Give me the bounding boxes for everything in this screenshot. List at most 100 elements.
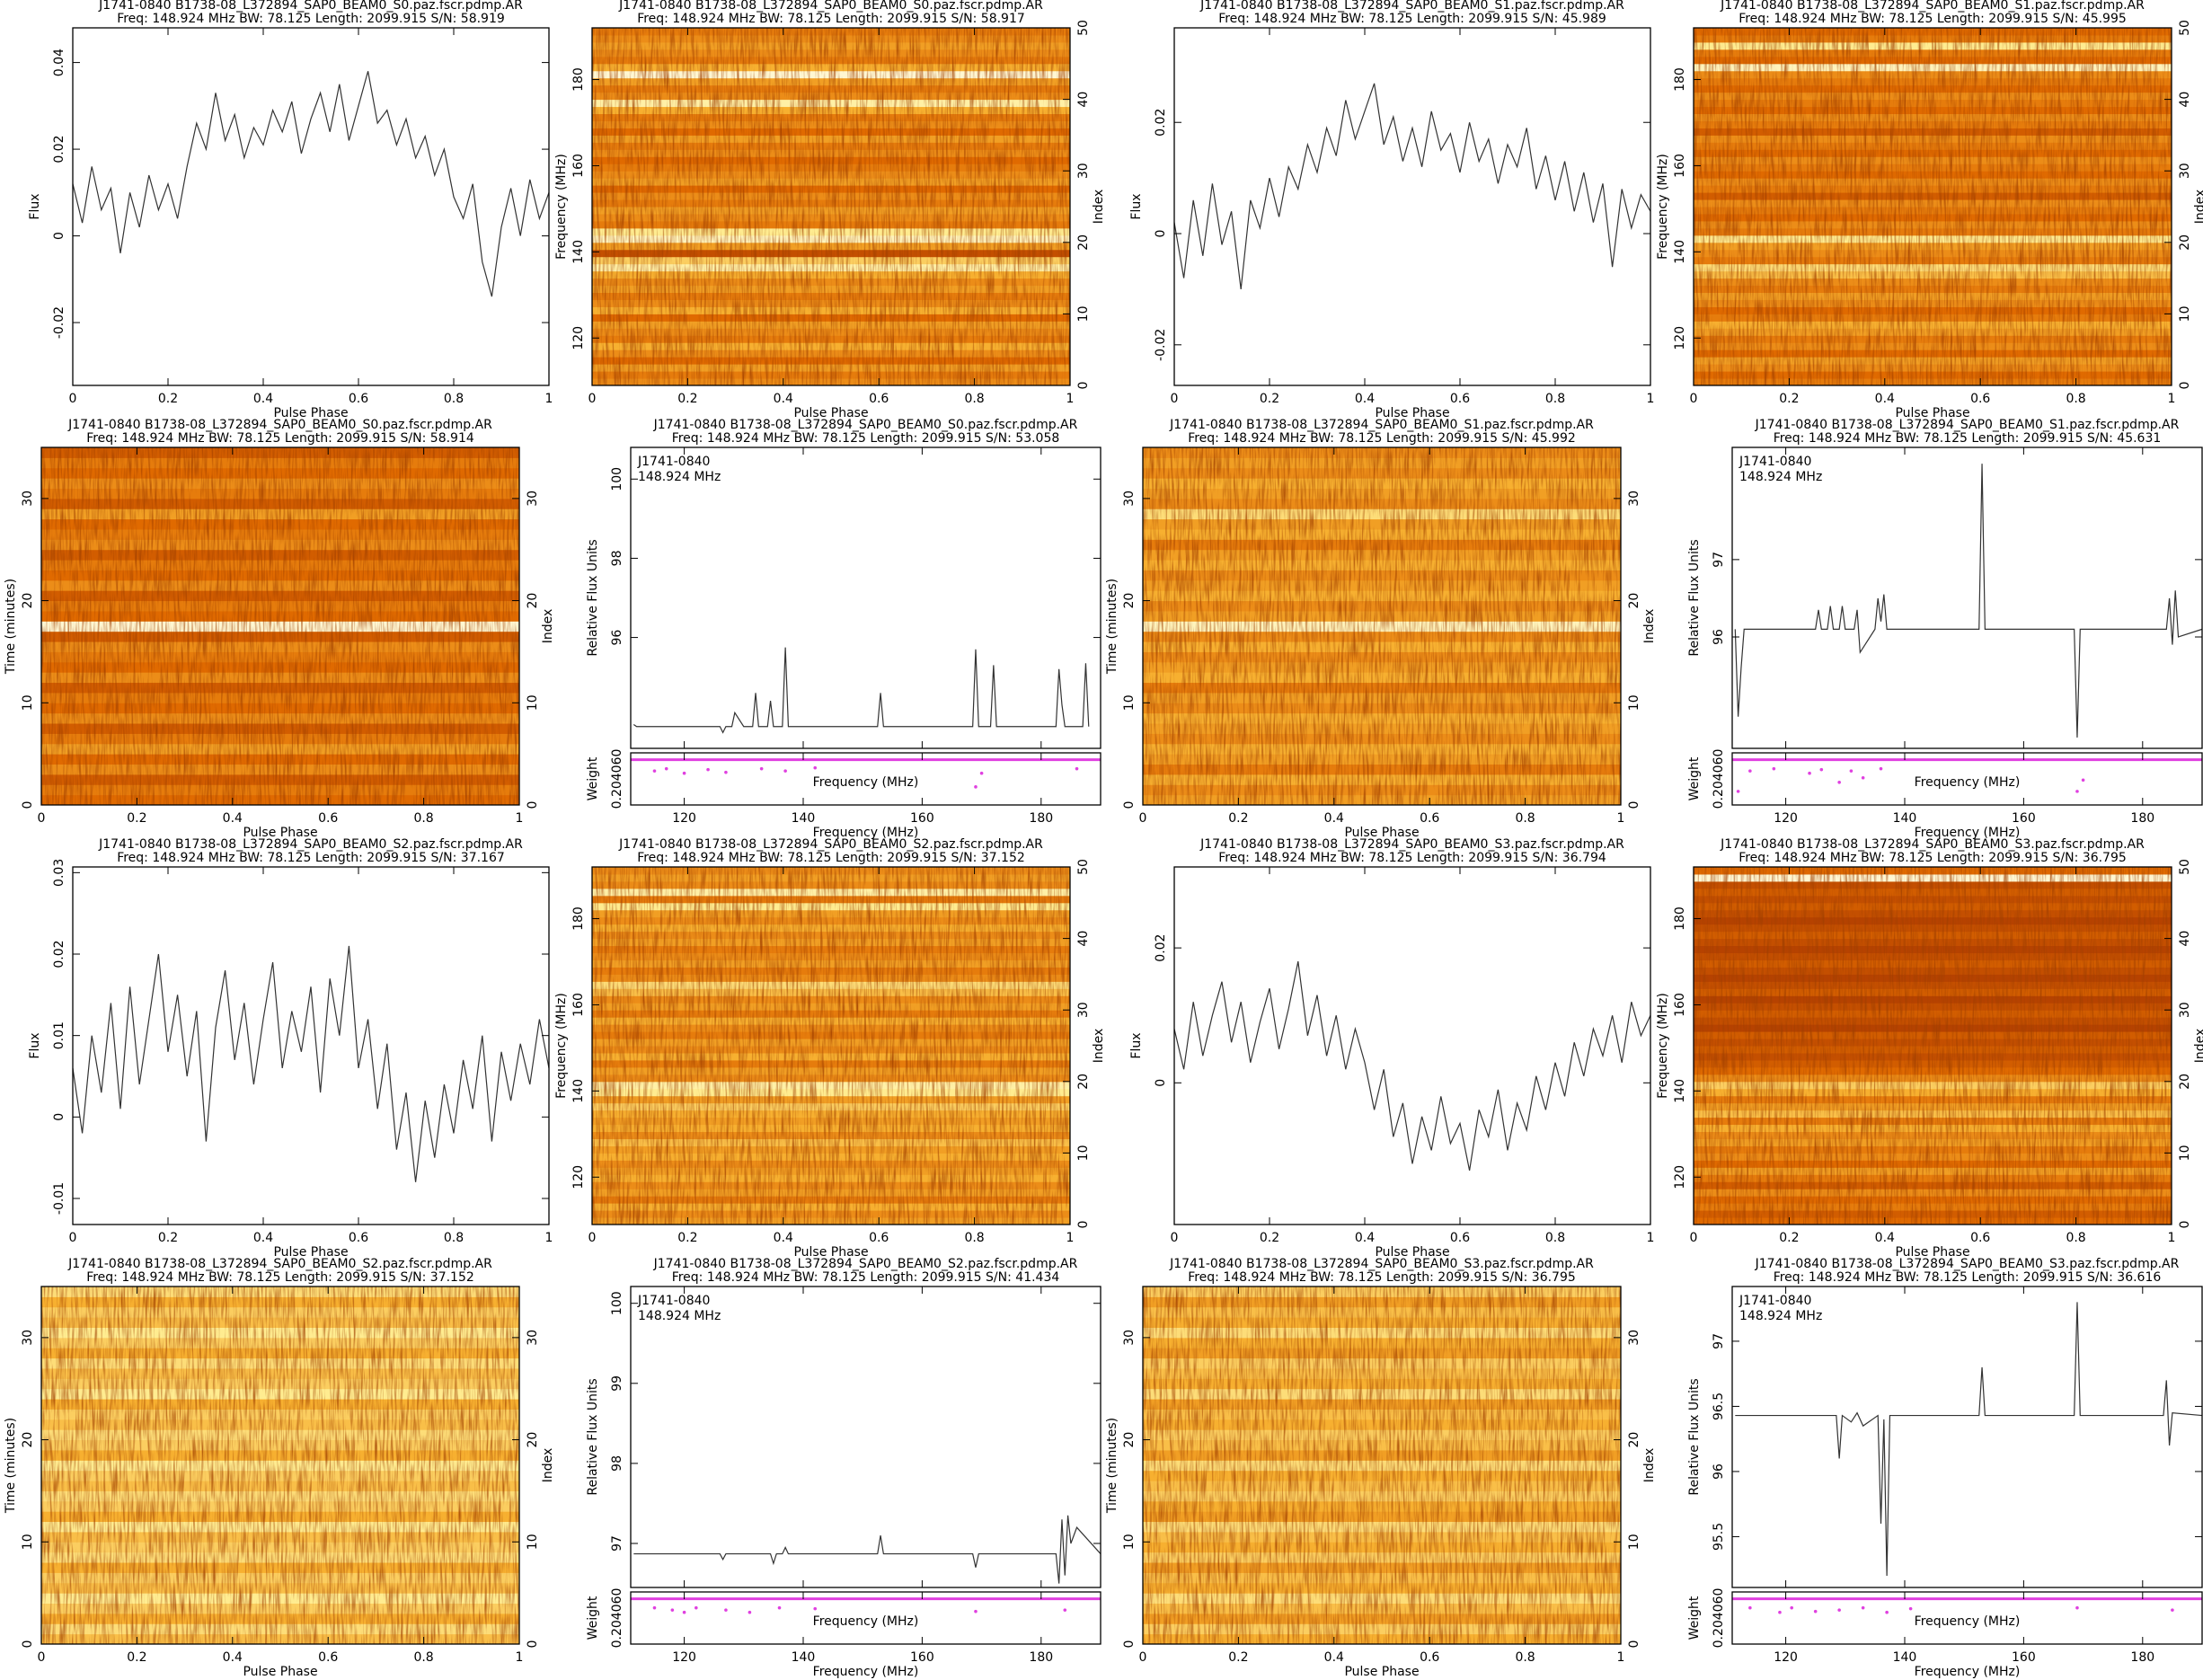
x-tick-label: 140 — [792, 1650, 816, 1665]
y-tick-label: 140 — [571, 1079, 586, 1103]
y-axis-label: Time (minutes) — [4, 579, 18, 675]
weight-tick-label: 0.204060 — [1712, 749, 1726, 809]
y-tick-label: 10 — [21, 694, 35, 711]
y2-tick-label: 20 — [1076, 234, 1091, 251]
y-tick-label: -0.01 — [52, 1182, 66, 1215]
noise-texture — [1694, 867, 2172, 1225]
y2-tick-label: 0 — [1627, 1640, 1641, 1649]
annotation: 148.924 MHz — [1739, 1309, 1822, 1323]
x-tick-label: 1 — [545, 392, 553, 406]
x-tick-label: 0.8 — [964, 392, 984, 406]
y-axis-label: Flux — [1129, 1032, 1144, 1058]
weight-point — [2171, 1608, 2174, 1612]
x-tick-label: 0.2 — [677, 1231, 697, 1245]
y2-axis-label: Index — [1092, 190, 1106, 225]
x-tick-label: 0.8 — [444, 392, 464, 406]
y2-tick-label: 30 — [1627, 1330, 1641, 1346]
bandpass-line — [633, 647, 1090, 734]
y2-tick-label: 10 — [526, 694, 540, 711]
profile-line — [1173, 83, 1651, 289]
y2-tick-label: 30 — [1627, 491, 1641, 507]
y2-tick-label: 40 — [1076, 931, 1091, 947]
y2-tick-label: 30 — [2178, 1002, 2192, 1018]
y-tick-label: 98 — [610, 1455, 624, 1472]
weight-tick-label: 0.204060 — [1712, 1588, 1726, 1649]
x-axis-label: Pulse Phase — [1895, 406, 1969, 420]
x-tick-label: 0.4 — [1355, 392, 1375, 406]
y2-axis-label: Index — [1642, 1448, 1657, 1483]
x-tick-label: 0 — [69, 1231, 77, 1245]
y-tick-label: 95.5 — [1712, 1523, 1726, 1551]
x-tick-label: 0.8 — [413, 811, 433, 826]
x-tick-label: 0.4 — [1355, 1231, 1375, 1245]
y2-tick-label: 20 — [526, 1432, 540, 1448]
y-axis-label: Time (minutes) — [1105, 579, 1119, 675]
plot-title: J1741-0840 B1738-08_L372894_SAP0_BEAM0_S… — [1199, 0, 1624, 13]
weight-point — [1813, 1609, 1818, 1614]
y-axis-label: Flux — [28, 1032, 42, 1058]
y-tick-label: 160 — [571, 993, 586, 1017]
y-tick-label: 30 — [1122, 491, 1137, 507]
x-tick-label: 0.4 — [223, 1650, 243, 1665]
x-tick-label: 0.6 — [318, 1650, 338, 1665]
plot-title: J1741-0840 B1738-08_L372894_SAP0_BEAM0_S… — [98, 0, 523, 13]
x-tick-label: 1 — [516, 1650, 524, 1665]
plot-frame — [1731, 752, 2203, 806]
plot-subtitle: Freq: 148.924 MHz BW: 78.125 Length: 209… — [637, 851, 1025, 865]
x-tick-label: 0 — [1690, 392, 1698, 406]
plot-frame — [40, 1286, 520, 1645]
y-tick-label: 30 — [1122, 1330, 1137, 1346]
profile-line — [72, 71, 550, 297]
x-tick-label: 0.8 — [964, 1231, 984, 1245]
y-tick-label: 98 — [610, 551, 624, 567]
x-tick-label: 180 — [2130, 811, 2154, 826]
y-tick-label: 0.04 — [52, 49, 66, 76]
weight-xlabel: Frequency (MHz) — [1915, 775, 2021, 790]
plot-subtitle: Freq: 148.924 MHz BW: 78.125 Length: 209… — [1774, 1270, 2162, 1285]
noise-texture — [1143, 1287, 1621, 1644]
y2-tick-label: 30 — [1076, 163, 1091, 179]
x-tick-label: 0.2 — [1260, 392, 1279, 406]
x-tick-label: 0.2 — [1228, 1650, 1248, 1665]
y2-tick-label: 10 — [1627, 1534, 1641, 1550]
weight-point — [1849, 769, 1854, 773]
plot-subtitle: Freq: 148.924 MHz BW: 78.125 Length: 209… — [672, 1270, 1060, 1285]
y2-tick-label: 0 — [526, 801, 540, 809]
x-tick-label: 1 — [2168, 392, 2176, 406]
x-tick-label: 160 — [910, 1650, 934, 1665]
noise-texture — [41, 1287, 519, 1644]
y-tick-label: 0.01 — [52, 1021, 66, 1049]
y-tick-label: 0.03 — [52, 859, 66, 887]
y-tick-label: 120 — [571, 326, 586, 350]
plot-subtitle: Freq: 148.924 MHz BW: 78.125 Length: 209… — [117, 12, 505, 26]
profile-line — [72, 945, 550, 1182]
x-tick-label: 0 — [38, 811, 46, 826]
weight-point — [1908, 1606, 1913, 1611]
x-tick-label: 0 — [69, 392, 77, 406]
y2-tick-label: 20 — [1627, 1432, 1641, 1448]
plot-frame — [40, 447, 520, 806]
plot-title: J1741-0840 B1738-08_L372894_SAP0_BEAM0_S… — [1720, 0, 2145, 13]
x-tick-label: 0.8 — [1545, 392, 1565, 406]
y-tick-label: 120 — [571, 1165, 586, 1189]
y-tick-label: 0 — [21, 801, 35, 809]
x-tick-label: 120 — [1774, 811, 1798, 826]
plot-frame — [1173, 27, 1651, 386]
y2-tick-label: 50 — [1076, 20, 1091, 36]
x-tick-label: 120 — [672, 1650, 696, 1665]
y-tick-label: 10 — [1122, 1534, 1137, 1550]
weight-point — [706, 767, 710, 772]
weight-xlabel: Frequency (MHz) — [813, 1614, 919, 1629]
weight-point — [1885, 1610, 1889, 1614]
weight-point — [1075, 766, 1079, 771]
weight-point — [1837, 780, 1841, 784]
y2-tick-label: 50 — [2178, 859, 2192, 875]
x-tick-label: 1 — [1617, 811, 1625, 826]
weight-point — [783, 769, 787, 773]
x-tick-label: 0.4 — [1875, 392, 1895, 406]
y-tick-label: -0.02 — [1154, 329, 1168, 361]
x-tick-label: 0 — [588, 1231, 597, 1245]
plot-title: J1741-0840 B1738-08_L372894_SAP0_BEAM0_S… — [1169, 418, 1594, 432]
x-axis-label: Pulse Phase — [1895, 1245, 1969, 1260]
y-tick-label: 20 — [1122, 593, 1137, 609]
